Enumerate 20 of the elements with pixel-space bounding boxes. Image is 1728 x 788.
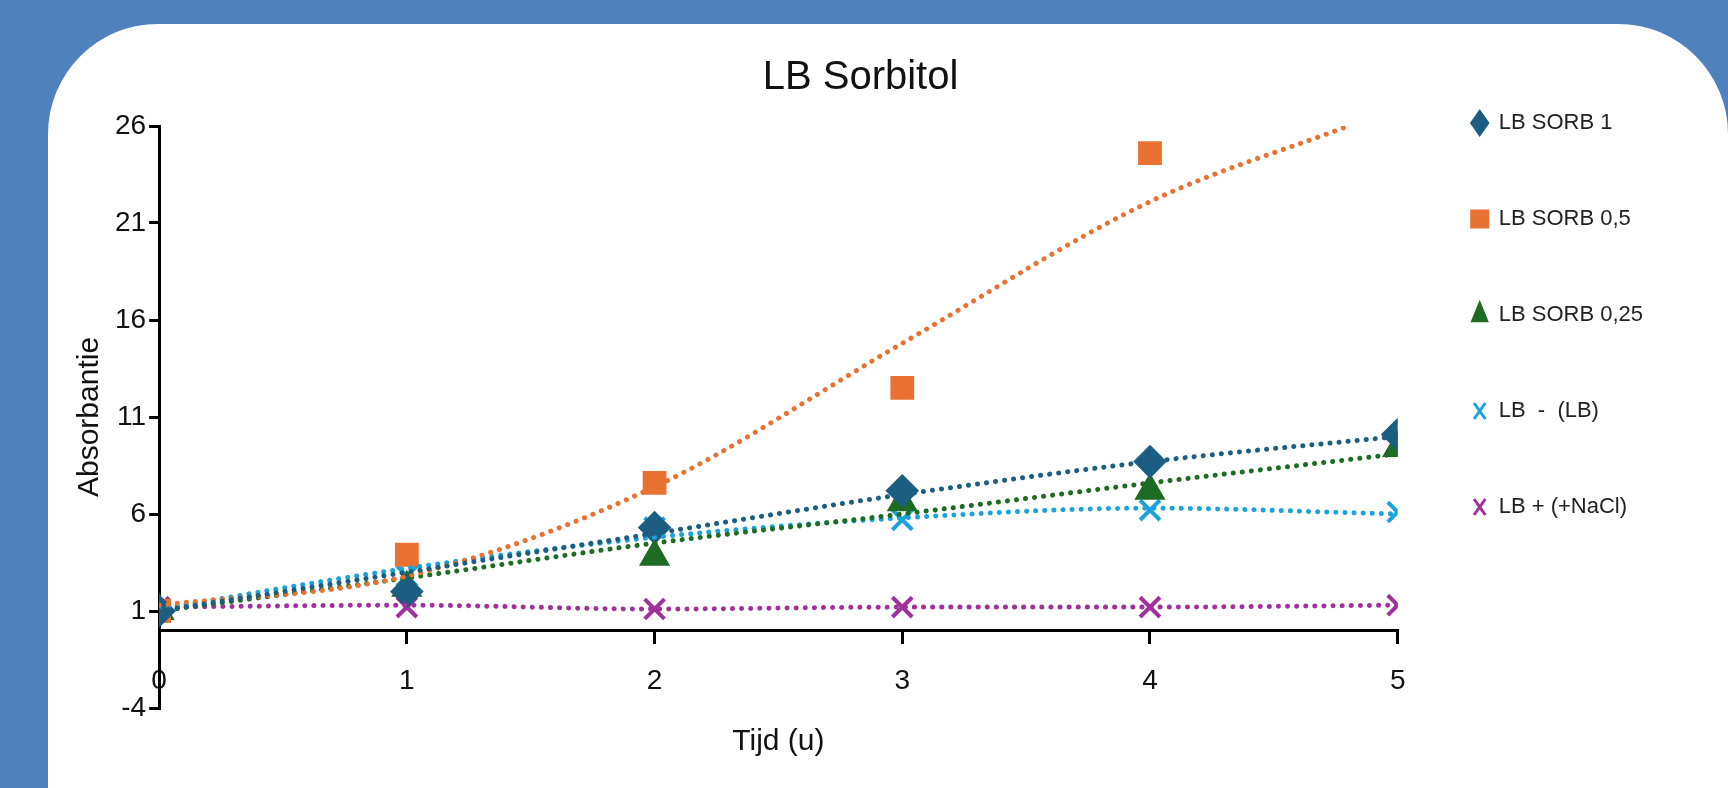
y-tick-label: 11 <box>117 399 147 431</box>
x-tick-label: 5 <box>1389 663 1406 695</box>
y-tick-label: 16 <box>114 302 147 334</box>
chart-title: LB Sorbitol <box>762 53 959 98</box>
legend-label: LB SORB 0,25 <box>1498 301 1644 327</box>
x-tick-label: 1 <box>399 663 415 695</box>
y-tick-label: 6 <box>130 496 147 528</box>
x-tick-label: 4 <box>1142 663 1158 695</box>
x-tick-label: 3 <box>894 663 911 695</box>
x-axis-title: Tijd (u) <box>732 723 825 757</box>
y-tick-label: 21 <box>114 205 147 237</box>
y-tick-label: -4 <box>121 690 147 722</box>
legend-label: LB SORB 0,5 <box>1498 205 1631 231</box>
legend-label: LB SORB 1 <box>1498 109 1613 135</box>
y-axis-title: Absorbantie <box>71 336 105 498</box>
legend-label: LB + (+NaCl) <box>1498 493 1628 519</box>
y-tick-label: 1 <box>130 593 147 625</box>
x-tick-label: 2 <box>646 663 663 695</box>
legend-label: LB - (LB) <box>1498 397 1599 423</box>
y-tick-label: 26 <box>114 108 147 140</box>
